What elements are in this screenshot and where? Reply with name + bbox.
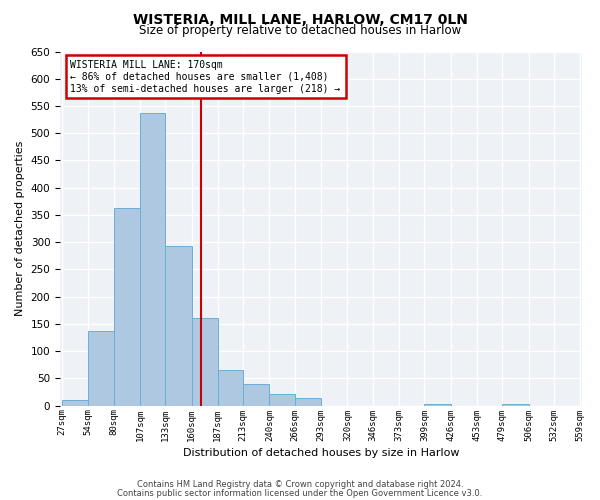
- X-axis label: Distribution of detached houses by size in Harlow: Distribution of detached houses by size …: [183, 448, 460, 458]
- Bar: [62, 400, 88, 406]
- Y-axis label: Number of detached properties: Number of detached properties: [15, 141, 25, 316]
- Bar: [191, 318, 218, 406]
- Bar: [140, 113, 165, 406]
- Bar: [269, 394, 295, 406]
- Bar: [88, 331, 113, 406]
- Bar: [424, 404, 451, 406]
- Text: WISTERIA MILL LANE: 170sqm
← 86% of detached houses are smaller (1,408)
13% of s: WISTERIA MILL LANE: 170sqm ← 86% of deta…: [70, 60, 341, 94]
- Bar: [295, 398, 321, 406]
- Bar: [243, 384, 269, 406]
- Bar: [113, 208, 140, 406]
- Bar: [165, 246, 191, 406]
- Text: WISTERIA, MILL LANE, HARLOW, CM17 0LN: WISTERIA, MILL LANE, HARLOW, CM17 0LN: [133, 12, 467, 26]
- Bar: [218, 370, 243, 406]
- Bar: [502, 404, 529, 406]
- Text: Size of property relative to detached houses in Harlow: Size of property relative to detached ho…: [139, 24, 461, 37]
- Text: Contains HM Land Registry data © Crown copyright and database right 2024.: Contains HM Land Registry data © Crown c…: [137, 480, 463, 489]
- Text: Contains public sector information licensed under the Open Government Licence v3: Contains public sector information licen…: [118, 488, 482, 498]
